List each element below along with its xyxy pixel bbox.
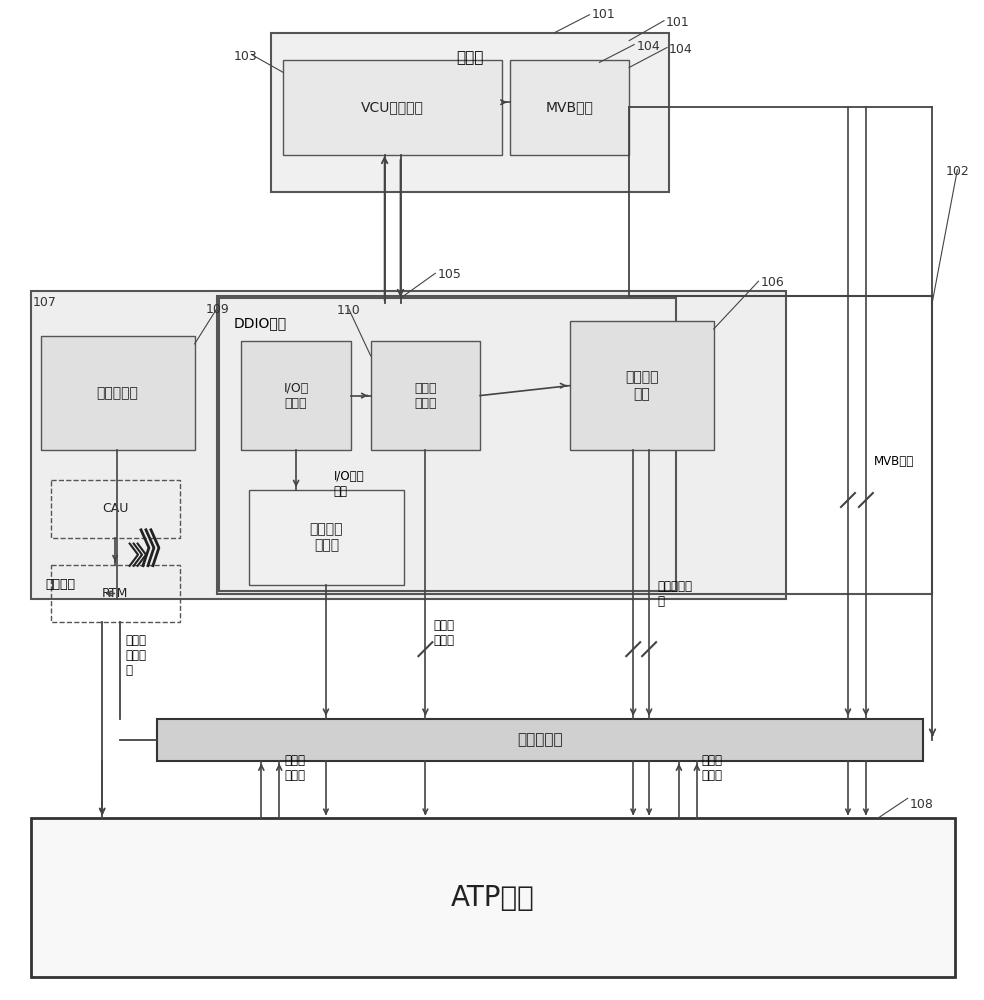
- Text: 107: 107: [32, 296, 56, 309]
- Text: ATP机柜: ATP机柜: [451, 884, 535, 912]
- Text: I/O接
口模块: I/O接 口模块: [283, 382, 309, 410]
- Text: 第一反
馈信号: 第一反 馈信号: [284, 754, 305, 782]
- Text: 103: 103: [233, 50, 257, 63]
- Bar: [50, 565, 180, 622]
- Text: 106: 106: [761, 276, 784, 289]
- Bar: [272, 33, 669, 192]
- Text: CAU: CAU: [102, 502, 128, 515]
- Text: 测试主台: 测试主台: [45, 578, 76, 591]
- Text: MVB模块: MVB模块: [545, 101, 593, 115]
- Bar: [570, 321, 713, 450]
- Text: 轨道电路
模块: 轨道电路 模块: [625, 371, 658, 401]
- Text: 101: 101: [666, 16, 690, 29]
- Text: 速度脉
冲信号: 速度脉 冲信号: [433, 619, 455, 647]
- Text: 轨道电路信
号: 轨道电路信 号: [657, 580, 692, 608]
- Text: 104: 104: [637, 40, 660, 53]
- Bar: [283, 60, 502, 155]
- Text: I/O接口
信号: I/O接口 信号: [334, 470, 364, 498]
- Text: 上位机: 上位机: [457, 51, 484, 66]
- Text: 101: 101: [591, 8, 615, 21]
- Bar: [371, 341, 480, 450]
- Bar: [156, 719, 923, 761]
- Text: 110: 110: [337, 304, 360, 317]
- Text: 继电器控
制单元: 继电器控 制单元: [310, 522, 343, 552]
- Text: 速度脉
冲模块: 速度脉 冲模块: [414, 382, 437, 410]
- Text: MVB信号: MVB信号: [874, 455, 914, 468]
- Bar: [31, 291, 786, 599]
- Text: DDIO模块: DDIO模块: [233, 316, 286, 330]
- Text: RTM: RTM: [102, 587, 128, 600]
- Text: 105: 105: [437, 268, 461, 281]
- Text: 109: 109: [206, 303, 229, 316]
- Text: 重载连接器: 重载连接器: [517, 732, 563, 747]
- Text: 应答器
报文信
号: 应答器 报文信 号: [125, 634, 146, 677]
- Bar: [249, 490, 403, 585]
- Bar: [218, 298, 676, 591]
- Text: 应答器模块: 应答器模块: [96, 386, 139, 400]
- Bar: [40, 336, 195, 450]
- Bar: [31, 818, 955, 977]
- Bar: [216, 296, 933, 594]
- Bar: [510, 60, 629, 155]
- Text: 第二反
馈信号: 第二反 馈信号: [702, 754, 723, 782]
- Text: 104: 104: [669, 43, 693, 56]
- Text: 108: 108: [909, 798, 934, 811]
- Text: 102: 102: [946, 165, 969, 178]
- Bar: [241, 341, 351, 450]
- Text: VCU控制单元: VCU控制单元: [361, 101, 424, 115]
- Bar: [50, 480, 180, 538]
